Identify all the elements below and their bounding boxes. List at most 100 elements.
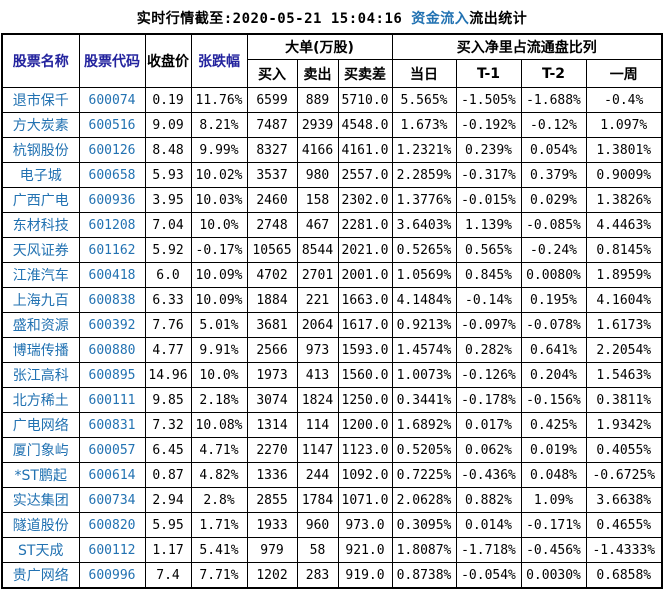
cell-buy-sell-diff: 1092.0 xyxy=(337,462,393,488)
cell-buy-sell-diff: 919.0 xyxy=(337,562,393,589)
col-header-t-minus-1: T-1 xyxy=(455,59,522,88)
cell-t-minus-2-ratio: -0.12% xyxy=(520,112,587,138)
cell-buy: 1202 xyxy=(246,562,298,589)
cell-buy-sell-diff: 1593.0 xyxy=(337,337,393,363)
col-header-t-minus-2: T-2 xyxy=(520,59,587,88)
cell-stock-code: 600111 xyxy=(78,387,146,413)
cell-one-week-ratio: 0.9009% xyxy=(585,162,663,188)
fund-flow-table: 股票名称 股票代码 收盘价 张跌幅 大单(万股) 买入净里占流通盘比列 买入 卖… xyxy=(1,33,663,589)
cell-t-minus-2-ratio: 0.048% xyxy=(520,462,587,488)
title-timestamp-text: 实时行情截至:2020-05-21 15:04:16 xyxy=(136,11,412,27)
cell-today-ratio: 2.0628% xyxy=(391,487,457,513)
cell-buy-sell-diff: 1560.0 xyxy=(337,362,393,388)
cell-buy-sell-diff: 1663.0 xyxy=(337,287,393,313)
cell-close-price: 7.76 xyxy=(144,312,192,338)
cell-sell: 889 xyxy=(296,87,339,113)
cell-today-ratio: 1.0569% xyxy=(391,262,457,288)
cell-today-ratio: 1.673% xyxy=(391,112,457,138)
cell-sell: 114 xyxy=(296,412,339,438)
cell-sell: 973 xyxy=(296,337,339,363)
cell-stock-code: 601208 xyxy=(78,212,146,238)
cell-stock-name: 电子城 xyxy=(1,162,80,188)
col-header-buy-sell-diff: 买卖差 xyxy=(337,59,393,88)
cell-stock-code: 600996 xyxy=(78,562,146,589)
cell-today-ratio: 2.2859% xyxy=(391,162,457,188)
cell-change-pct: 9.91% xyxy=(190,337,248,363)
title-fund-inflow-text: 资金流入 xyxy=(411,11,470,27)
cell-change-pct: 10.09% xyxy=(190,262,248,288)
cell-t-minus-1-ratio: -0.317% xyxy=(455,162,522,188)
cell-stock-name: 厦门象屿 xyxy=(1,437,80,463)
cell-change-pct: 4.82% xyxy=(190,462,248,488)
cell-buy-sell-diff: 1071.0 xyxy=(337,487,393,513)
cell-buy-sell-diff: 1617.0 xyxy=(337,312,393,338)
cell-today-ratio: 1.4574% xyxy=(391,337,457,363)
cell-close-price: 9.09 xyxy=(144,112,192,138)
cell-t-minus-1-ratio: 0.017% xyxy=(455,412,522,438)
cell-stock-name: *ST鹏起 xyxy=(1,462,80,488)
cell-t-minus-2-ratio: 0.195% xyxy=(520,287,587,313)
cell-stock-code: 600734 xyxy=(78,487,146,513)
cell-close-price: 4.77 xyxy=(144,337,192,363)
table-row: 杭钢股份 600126 8.48 9.99% 8327 4166 4161.0 … xyxy=(1,137,663,163)
table-row: *ST鹏起 600614 0.87 4.82% 1336 244 1092.0 … xyxy=(1,462,663,488)
cell-sell: 221 xyxy=(296,287,339,313)
cell-change-pct: 10.0% xyxy=(190,362,248,388)
cell-buy-sell-diff: 973.0 xyxy=(337,512,393,538)
table-row: 博瑞传播 600880 4.77 9.91% 2566 973 1593.0 1… xyxy=(1,337,663,363)
cell-t-minus-1-ratio: 0.239% xyxy=(455,137,522,163)
cell-one-week-ratio: 0.8145% xyxy=(585,237,663,263)
cell-t-minus-2-ratio: -0.171% xyxy=(520,512,587,538)
cell-change-pct: 9.99% xyxy=(190,137,248,163)
table-row: 广西广电 600936 3.95 10.03% 2460 158 2302.0 … xyxy=(1,187,663,213)
cell-today-ratio: 1.8087% xyxy=(391,537,457,563)
cell-t-minus-1-ratio: 0.845% xyxy=(455,262,522,288)
cell-stock-name: 退市保千 xyxy=(1,87,80,113)
cell-t-minus-1-ratio: -0.015% xyxy=(455,187,522,213)
table-row: 贵广网络 600996 7.4 7.71% 1202 283 919.0 0.8… xyxy=(1,562,663,589)
cell-t-minus-2-ratio: -0.24% xyxy=(520,237,587,263)
cell-stock-code: 600895 xyxy=(78,362,146,388)
cell-close-price: 0.19 xyxy=(144,87,192,113)
cell-close-price: 7.4 xyxy=(144,562,192,589)
cell-sell: 244 xyxy=(296,462,339,488)
cell-buy-sell-diff: 2001.0 xyxy=(337,262,393,288)
cell-buy: 979 xyxy=(246,537,298,563)
cell-close-price: 5.95 xyxy=(144,512,192,538)
cell-t-minus-2-ratio: -0.085% xyxy=(520,212,587,238)
cell-buy-sell-diff: 1123.0 xyxy=(337,437,393,463)
cell-t-minus-2-ratio: 0.0030% xyxy=(520,562,587,589)
cell-one-week-ratio: 4.4463% xyxy=(585,212,663,238)
cell-buy: 6599 xyxy=(246,87,298,113)
table-row: ST天成 600112 1.17 5.41% 979 58 921.0 1.80… xyxy=(1,537,663,563)
cell-buy: 3074 xyxy=(246,387,298,413)
cell-today-ratio: 1.3776% xyxy=(391,187,457,213)
page-title: 实时行情截至:2020-05-21 15:04:16 资金流入流出统计 xyxy=(0,0,664,28)
cell-change-pct: -0.17% xyxy=(190,237,248,263)
cell-t-minus-1-ratio: 0.062% xyxy=(455,437,522,463)
cell-stock-code: 600057 xyxy=(78,437,146,463)
cell-change-pct: 10.08% xyxy=(190,412,248,438)
cell-close-price: 6.0 xyxy=(144,262,192,288)
cell-t-minus-2-ratio: 0.379% xyxy=(520,162,587,188)
cell-close-price: 6.33 xyxy=(144,287,192,313)
cell-close-price: 14.96 xyxy=(144,362,192,388)
table-row: 广电网络 600831 7.32 10.08% 1314 114 1200.0 … xyxy=(1,412,663,438)
cell-t-minus-1-ratio: 0.282% xyxy=(455,337,522,363)
cell-today-ratio: 5.565% xyxy=(391,87,457,113)
cell-one-week-ratio: 1.9342% xyxy=(585,412,663,438)
cell-one-week-ratio: 1.5463% xyxy=(585,362,663,388)
cell-change-pct: 4.71% xyxy=(190,437,248,463)
cell-today-ratio: 0.3095% xyxy=(391,512,457,538)
cell-t-minus-2-ratio: 0.641% xyxy=(520,337,587,363)
title-outflow-stats-text: 流出统计 xyxy=(469,11,528,27)
col-header-buy: 买入 xyxy=(246,59,298,88)
cell-today-ratio: 0.9213% xyxy=(391,312,457,338)
cell-t-minus-1-ratio: 1.139% xyxy=(455,212,522,238)
cell-t-minus-2-ratio: 0.019% xyxy=(520,437,587,463)
cell-stock-name: 广西广电 xyxy=(1,187,80,213)
table-row: 隧道股份 600820 5.95 1.71% 1933 960 973.0 0.… xyxy=(1,512,663,538)
cell-t-minus-1-ratio: -0.126% xyxy=(455,362,522,388)
cell-buy: 1933 xyxy=(246,512,298,538)
cell-stock-code: 601162 xyxy=(78,237,146,263)
